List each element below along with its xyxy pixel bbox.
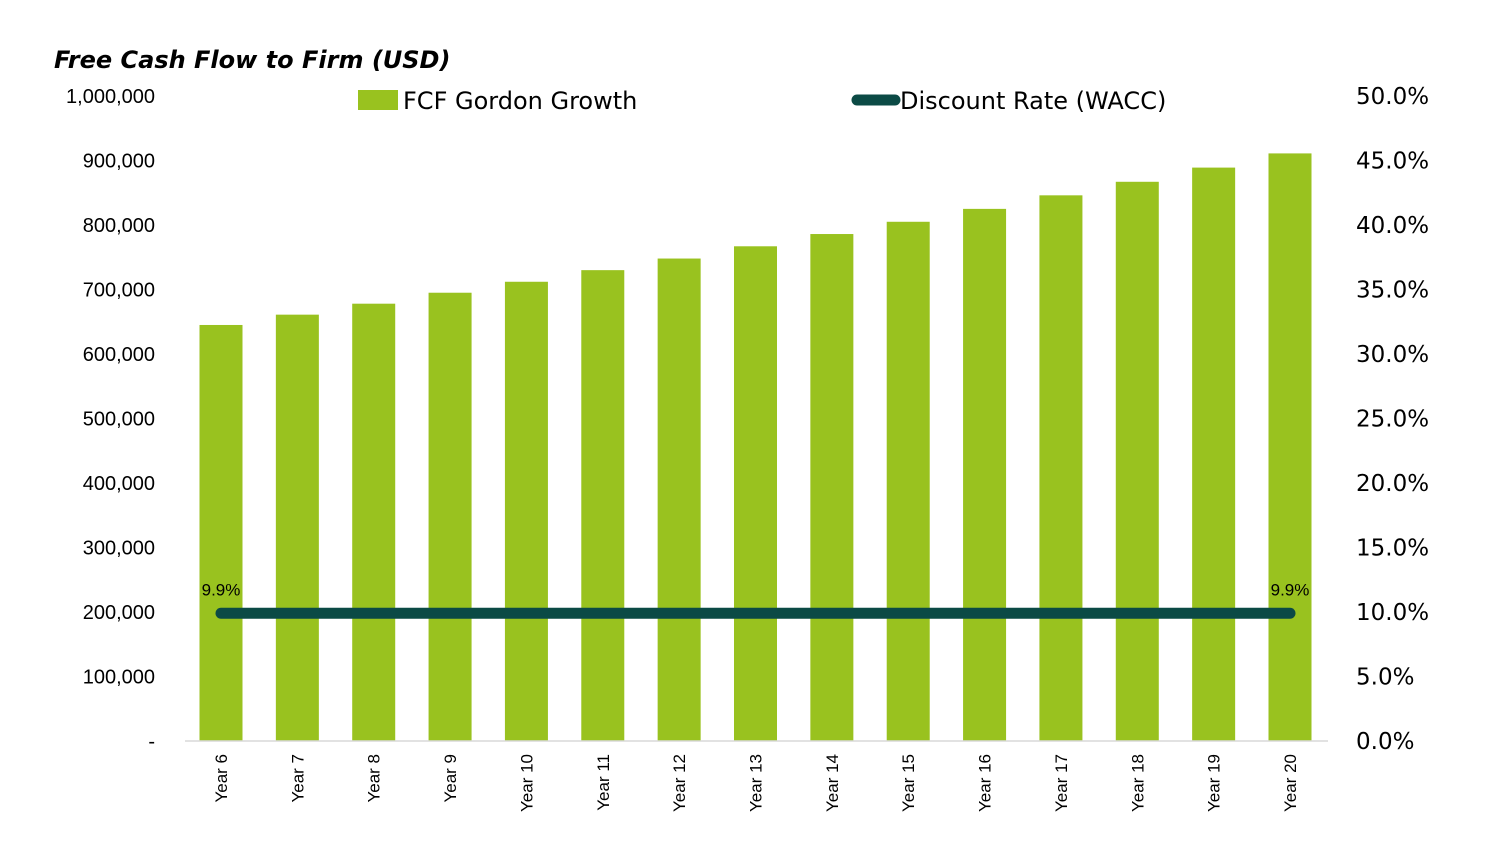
x-axis-tick-label: Year 12 xyxy=(670,754,689,812)
bar xyxy=(734,246,777,741)
right-axis: 0.0% 5.0% 10.0% 15.0% 20.0% 25.0% 30.0% 35.0% 40… xyxy=(1356,84,1429,755)
bar xyxy=(1115,181,1159,741)
legend-label-fcf: FCF Gordon Growth xyxy=(403,87,637,115)
right-axis-tick-label: 20.0% xyxy=(1356,471,1429,497)
x-axis-tick-label: Year 6 xyxy=(212,754,231,803)
bar xyxy=(963,208,1007,741)
right-axis-tick-label: 35.0% xyxy=(1356,278,1429,304)
bar xyxy=(886,221,930,741)
wacc-data-label: 9.9% xyxy=(1271,580,1310,599)
left-axis-tick-label: 800,000 xyxy=(83,215,155,237)
left-axis-tick-label: 100,000 xyxy=(83,667,155,689)
left-axis-tick-label: 600,000 xyxy=(83,344,155,366)
x-axis-tick-label: Year 11 xyxy=(594,754,613,811)
bar xyxy=(810,234,854,741)
x-axis-tick-label: Year 16 xyxy=(976,754,995,812)
x-axis-tick-label: Year 18 xyxy=(1128,754,1147,812)
legend-swatch-fcf xyxy=(358,90,398,110)
x-axis-tick-label: Year 20 xyxy=(1281,754,1300,812)
x-axis-tick-label: Year 15 xyxy=(899,754,918,812)
left-axis-tick-label: 1,000,000 xyxy=(66,86,155,108)
bar xyxy=(275,314,319,741)
legend-label-wacc: Discount Rate (WACC) xyxy=(900,87,1166,115)
left-axis-tick-label: 400,000 xyxy=(83,473,155,495)
right-axis-tick-label: 45.0% xyxy=(1356,149,1429,175)
bar xyxy=(428,292,472,741)
right-axis-tick-label: 5.0% xyxy=(1356,665,1414,691)
x-axis-tick-label: Year 13 xyxy=(747,754,766,812)
bar xyxy=(1039,195,1083,741)
wacc-data-labels: 9.9% 9.9% xyxy=(202,580,1310,599)
bar-series-fcf xyxy=(199,153,1312,742)
chart-title: Free Cash Flow to Firm (USD) xyxy=(54,46,451,74)
bar xyxy=(1192,167,1236,742)
x-axis-tick-label: Year 8 xyxy=(365,754,384,803)
x-axis-tick-label: Year 14 xyxy=(823,754,842,812)
bar xyxy=(504,281,548,741)
right-axis-tick-label: 50.0% xyxy=(1356,84,1429,110)
x-axis-tick-label: Year 9 xyxy=(441,754,460,803)
wacc-data-label: 9.9% xyxy=(202,580,241,599)
left-axis-tick-label: 500,000 xyxy=(83,409,155,431)
left-axis: - 100,000 200,000 300,000 400,000 500,000 600,… xyxy=(66,86,155,753)
bar xyxy=(1268,153,1312,741)
x-axis: Year 6 Year 7 Year 8 Year 9 Year 10 Year 11 Ye… xyxy=(212,754,1300,812)
chart-legend: FCF Gordon Growth Discount Rate (WACC) xyxy=(358,87,1166,115)
bar xyxy=(199,324,243,741)
right-axis-tick-label: 30.0% xyxy=(1356,342,1429,368)
right-axis-tick-label: 10.0% xyxy=(1356,600,1429,626)
right-axis-tick-label: 15.0% xyxy=(1356,536,1429,562)
right-axis-tick-label: 40.0% xyxy=(1356,213,1429,239)
x-axis-tick-label: Year 7 xyxy=(288,754,307,803)
x-axis-tick-label: Year 19 xyxy=(1205,754,1224,812)
bar xyxy=(581,270,625,741)
left-axis-tick-label: 900,000 xyxy=(83,151,155,173)
bar xyxy=(657,258,701,741)
left-axis-tick-label: 300,000 xyxy=(83,538,155,560)
left-axis-tick-label: - xyxy=(148,731,155,753)
left-axis-tick-label: 700,000 xyxy=(83,280,155,302)
bar xyxy=(352,303,396,741)
x-axis-tick-label: Year 10 xyxy=(517,754,536,812)
x-axis-tick-label: Year 17 xyxy=(1052,754,1071,812)
right-axis-tick-label: 0.0% xyxy=(1356,729,1414,755)
right-axis-tick-label: 25.0% xyxy=(1356,407,1429,433)
left-axis-tick-label: 200,000 xyxy=(83,602,155,624)
